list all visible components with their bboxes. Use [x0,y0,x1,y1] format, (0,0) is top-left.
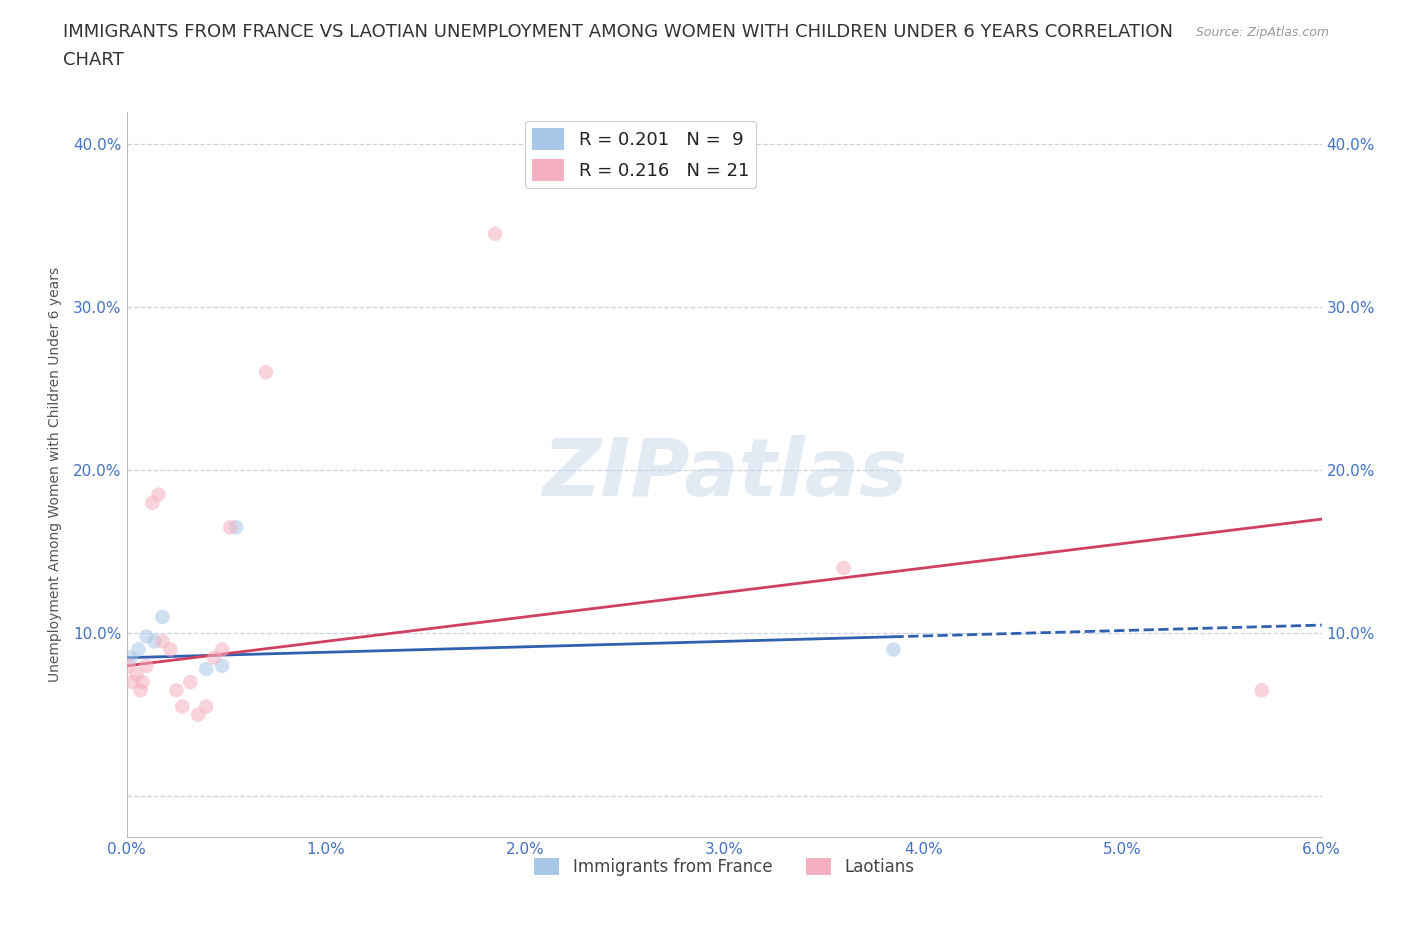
Point [882,642,904,657]
Y-axis label: Unemployment Among Women with Children Under 6 years: Unemployment Among Women with Children U… [48,267,62,682]
Point [211,642,233,657]
Point [195,699,218,714]
Point [165,683,187,698]
Point [1250,683,1272,698]
Point [148,487,170,502]
Point [484,226,506,241]
Point [120,650,142,665]
Point [143,634,166,649]
Point [211,658,233,673]
Point [202,650,225,665]
Point [141,496,163,511]
Point [150,634,174,649]
Point [187,708,209,723]
Text: CHART: CHART [63,51,124,69]
Point [117,658,139,673]
Point [129,683,152,698]
Point [172,699,194,714]
Legend: Immigrants from France, Laotians: Immigrants from France, Laotians [527,852,921,883]
Point [127,642,149,657]
Point [225,520,247,535]
Text: ZIPatlas: ZIPatlas [541,435,907,513]
Point [131,674,153,689]
Point [159,642,181,657]
Point [179,674,201,689]
Point [832,561,855,576]
Point [135,658,157,673]
Point [135,629,157,644]
Point [195,661,218,676]
Point [125,667,148,682]
Point [150,609,174,624]
Point [121,674,143,689]
Text: Source: ZipAtlas.com: Source: ZipAtlas.com [1195,26,1329,39]
Text: IMMIGRANTS FROM FRANCE VS LAOTIAN UNEMPLOYMENT AMONG WOMEN WITH CHILDREN UNDER 6: IMMIGRANTS FROM FRANCE VS LAOTIAN UNEMPL… [63,23,1173,41]
Point [254,365,277,379]
Point [219,520,242,535]
